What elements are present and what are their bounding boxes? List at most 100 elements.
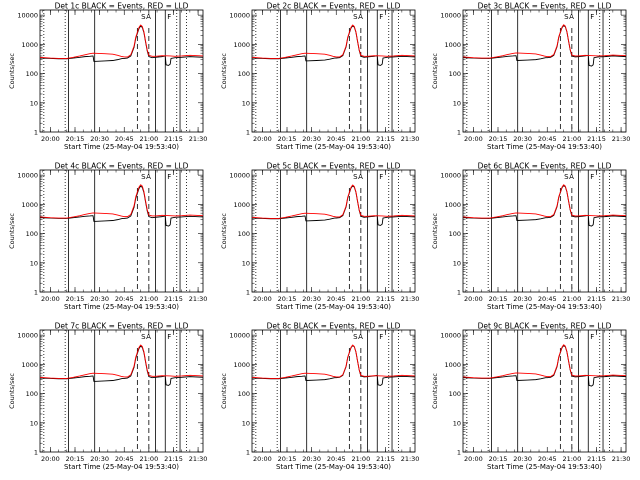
x-tick-label: 20:00 [253, 455, 272, 463]
x-tick-label: 20:30 [513, 295, 532, 303]
flag-label: F [167, 333, 171, 341]
x-tick-label: 21:15 [164, 295, 183, 303]
flag-label: F [590, 13, 594, 21]
flag-label: S [141, 173, 146, 181]
x-tick-label: 20:15 [278, 455, 297, 463]
y-tick-label: 100 [26, 390, 38, 398]
flag-label: S [353, 173, 358, 181]
series-line-events [251, 185, 416, 226]
series-line-lld [251, 24, 416, 59]
y-tick-label: 100 [449, 70, 461, 78]
flag-label: F [379, 173, 383, 181]
y-tick-label: 10 [242, 259, 250, 267]
flag-label: S [141, 13, 146, 21]
x-axis-label: Start Time (25-May-04 19:53:40) [64, 463, 179, 471]
plot-frame [39, 9, 204, 133]
chart-panel-6: Det 6c BLACK = Events, RED = LLD 1 10 100 10… [431, 162, 630, 312]
plot-frame [462, 329, 627, 453]
y-tick-label: 10000 [440, 332, 461, 340]
series-line-lld [251, 184, 416, 219]
chart-title: Det 8c BLACK = Events, RED = LLD [267, 322, 401, 331]
series-line-lld [462, 184, 627, 219]
x-tick-label: 21:00 [351, 295, 370, 303]
series-line-lld [39, 344, 204, 379]
x-tick-label: 20:45 [538, 455, 557, 463]
flag-label: S [564, 333, 569, 341]
x-tick-label: 21:30 [401, 135, 420, 143]
x-tick-label: 21:30 [612, 135, 631, 143]
y-tick-label: 10000 [17, 172, 38, 180]
x-tick-label: 20:30 [90, 455, 109, 463]
y-tick-label: 1 [457, 449, 461, 457]
x-tick-label: 21:30 [612, 455, 631, 463]
x-tick-label: 20:15 [66, 295, 85, 303]
chart-panel-1: Det 1c BLACK = Events, RED = LLD 1 10 100 10… [8, 2, 207, 152]
series-line-lld [462, 344, 627, 379]
plot-frame [462, 9, 627, 133]
chart-panel-9: Det 9c BLACK = Events, RED = LLD 1 10 100 10… [431, 322, 630, 472]
y-tick-label: 10 [453, 99, 461, 107]
x-tick-label: 21:15 [376, 295, 395, 303]
x-tick-label: 20:45 [115, 135, 134, 143]
x-tick-label: 20:45 [327, 135, 346, 143]
y-tick-label: 1000 [21, 41, 38, 49]
y-tick-label: 10000 [229, 172, 250, 180]
plot-frame [39, 169, 204, 293]
y-tick-label: 10000 [17, 332, 38, 340]
chart-panel-5: Det 5c BLACK = Events, RED = LLD 1 10 100 10… [220, 162, 419, 312]
x-tick-label: 20:30 [302, 295, 321, 303]
y-tick-label: 10000 [17, 12, 38, 20]
y-tick-label: 100 [238, 70, 250, 78]
x-tick-label: 20:30 [513, 135, 532, 143]
x-tick-label: 20:45 [115, 455, 134, 463]
x-tick-label: 20:30 [302, 455, 321, 463]
y-tick-label: 1 [457, 129, 461, 137]
x-tick-label: 21:00 [562, 135, 581, 143]
y-axis-label: Counts/sec [431, 53, 439, 89]
flag-label: A [569, 333, 574, 341]
flag-label: A [146, 173, 151, 181]
x-tick-label: 20:30 [90, 135, 109, 143]
y-tick-label: 10000 [440, 172, 461, 180]
y-tick-label: 10 [453, 419, 461, 427]
flag-label: S [141, 333, 146, 341]
series-line-events [39, 345, 204, 386]
y-tick-label: 10000 [440, 12, 461, 20]
series-line-lld [462, 24, 627, 59]
flag-label: A [146, 13, 151, 21]
x-tick-label: 20:45 [538, 295, 557, 303]
x-tick-label: 21:30 [612, 295, 631, 303]
x-tick-label: 21:15 [587, 295, 606, 303]
y-axis-label: Counts/sec [8, 53, 16, 89]
y-tick-label: 1 [246, 289, 250, 297]
flag-label: F [379, 333, 383, 341]
x-tick-label: 20:15 [489, 295, 508, 303]
flag-label: S [353, 13, 358, 21]
series-line-lld [39, 184, 204, 219]
plot-frame [251, 329, 416, 453]
x-tick-label: 20:00 [41, 295, 60, 303]
x-tick-label: 21:00 [139, 295, 158, 303]
y-tick-label: 1 [34, 129, 38, 137]
plot-frame [251, 9, 416, 133]
x-tick-label: 20:00 [464, 295, 483, 303]
x-tick-label: 20:00 [41, 135, 60, 143]
x-tick-label: 20:30 [90, 295, 109, 303]
chart-panel-3: Det 3c BLACK = Events, RED = LLD 1 10 100 10… [431, 2, 630, 152]
x-tick-label: 20:15 [489, 135, 508, 143]
y-tick-label: 10 [453, 259, 461, 267]
y-tick-label: 100 [238, 390, 250, 398]
y-tick-label: 1000 [444, 361, 461, 369]
x-tick-label: 20:00 [41, 455, 60, 463]
flag-label: A [358, 173, 363, 181]
flag-label: F [167, 13, 171, 21]
flag-label: S [564, 13, 569, 21]
series-line-events [251, 345, 416, 386]
x-tick-label: 21:30 [189, 295, 208, 303]
y-tick-label: 10000 [229, 12, 250, 20]
y-tick-label: 100 [449, 230, 461, 238]
x-tick-label: 21:00 [351, 455, 370, 463]
y-tick-label: 10 [242, 99, 250, 107]
flag-label: A [146, 333, 151, 341]
flag-label: F [590, 333, 594, 341]
